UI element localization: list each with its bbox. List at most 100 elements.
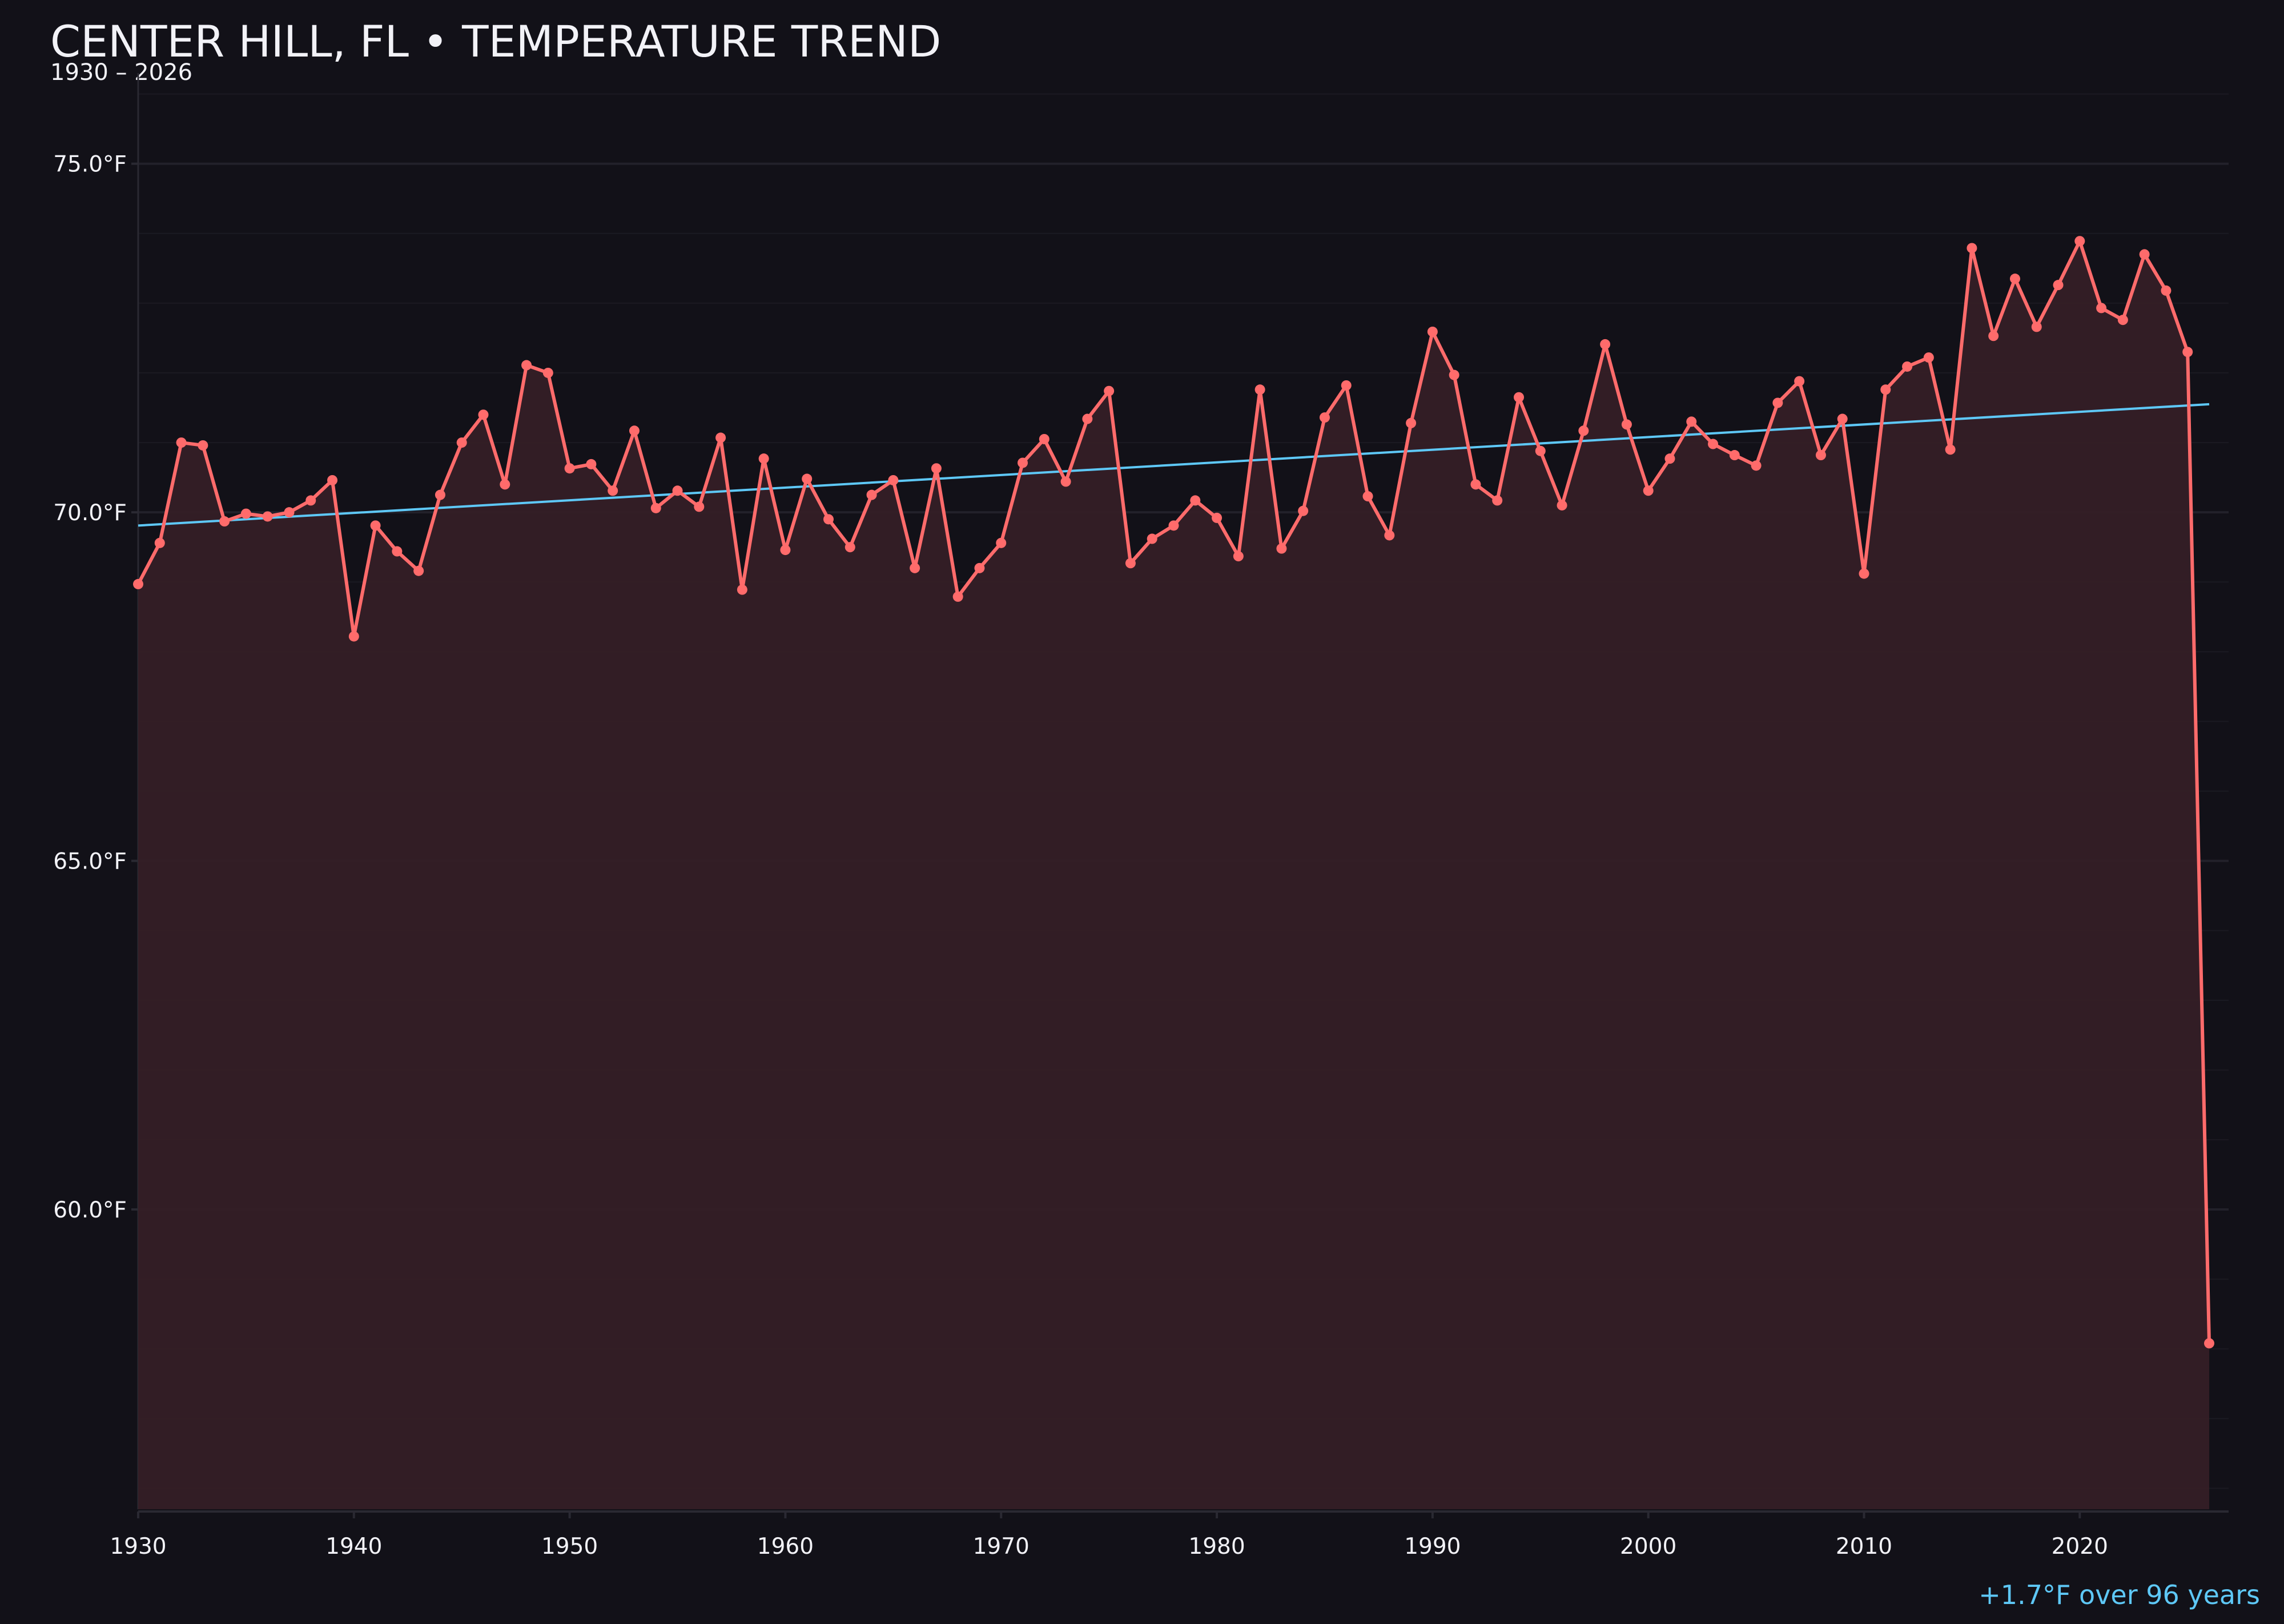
data-point — [1708, 439, 1719, 449]
data-point — [715, 432, 726, 443]
data-point — [1082, 413, 1093, 424]
data-point — [435, 489, 445, 500]
data-point — [1686, 416, 1697, 427]
trend-line — [138, 403, 2210, 527]
data-point — [1837, 413, 1848, 424]
data-point — [413, 565, 424, 576]
data-point — [2203, 1338, 2214, 1349]
data-point — [608, 485, 618, 496]
data-point — [1492, 495, 1503, 506]
data-point — [1298, 505, 1309, 516]
data-point — [2117, 315, 2128, 325]
data-point — [1643, 485, 1654, 496]
y-tick-label: 60.0°F — [53, 1197, 127, 1223]
data-point — [1147, 533, 1157, 544]
data-point — [456, 437, 467, 448]
data-point — [758, 453, 769, 464]
data-point — [1557, 500, 1567, 510]
data-point — [1125, 558, 1136, 569]
data-point — [262, 511, 273, 522]
x-tick-label: 1950 — [541, 1534, 598, 1559]
data-point — [1945, 444, 1956, 455]
data-point — [2139, 249, 2150, 260]
data-point — [888, 475, 899, 485]
data-point — [694, 501, 705, 512]
data-point — [780, 545, 791, 556]
data-point — [240, 508, 251, 519]
data-point — [176, 437, 187, 448]
data-point — [1513, 392, 1524, 403]
data-point — [2161, 285, 2172, 296]
data-point — [802, 473, 813, 484]
data-point — [521, 360, 532, 371]
data-point — [866, 489, 877, 500]
data-point — [2074, 236, 2085, 247]
x-tick-label: 1970 — [973, 1534, 1030, 1559]
data-point — [650, 503, 661, 513]
x-tick-label: 1940 — [325, 1534, 382, 1559]
data-point — [1578, 425, 1589, 436]
y-tick-label: 70.0°F — [53, 500, 127, 526]
data-point — [1168, 520, 1179, 531]
data-point — [1859, 568, 1869, 579]
area-fill — [138, 241, 2209, 1510]
data-point — [1664, 453, 1675, 464]
data-point — [1535, 445, 1546, 456]
x-tick-label: 1960 — [757, 1534, 814, 1559]
data-point — [1319, 412, 1330, 423]
data-point — [931, 463, 942, 474]
data-point — [1276, 543, 1287, 554]
data-point — [1772, 397, 1783, 408]
data-point — [586, 459, 597, 469]
data-point — [348, 631, 359, 642]
data-point — [1794, 376, 1805, 387]
data-point — [1815, 450, 1826, 461]
x-tick-label: 1990 — [1404, 1534, 1461, 1559]
data-point — [1449, 369, 1459, 380]
data-point — [564, 463, 575, 474]
data-point — [996, 537, 1007, 548]
y-tick-label: 75.0°F — [53, 152, 127, 178]
data-point — [1729, 450, 1740, 461]
x-tick-label: 1980 — [1188, 1534, 1245, 1559]
data-point — [478, 409, 489, 420]
data-point — [1104, 385, 1115, 396]
trend-summary: +1.7°F over 96 years — [1979, 1579, 2260, 1610]
data-point — [305, 495, 316, 506]
data-point — [1923, 352, 1934, 363]
data-point — [1406, 417, 1417, 428]
data-point — [672, 485, 683, 496]
data-point — [1600, 339, 1611, 349]
data-point — [1341, 380, 1352, 391]
data-point — [974, 562, 985, 573]
data-point — [1254, 384, 1265, 395]
data-point — [1039, 433, 1049, 444]
data-point — [1880, 384, 1891, 395]
data-point — [1384, 530, 1395, 541]
data-point — [500, 479, 510, 490]
y-tick-label: 65.0°F — [53, 849, 127, 875]
data-point — [1967, 243, 1977, 254]
data-point — [2096, 303, 2107, 313]
data-point — [1212, 512, 1223, 523]
data-point — [392, 546, 403, 557]
data-point — [1470, 479, 1481, 490]
data-point — [133, 578, 143, 589]
data-point — [1018, 457, 1028, 468]
data-point — [845, 542, 855, 553]
chart-title: CENTER HILL, FL • TEMPERATURE TREND — [50, 16, 942, 67]
data-point — [284, 507, 295, 518]
data-point — [219, 516, 230, 527]
data-point — [1362, 491, 1373, 502]
data-point — [198, 440, 208, 451]
data-point — [823, 514, 834, 525]
data-point — [737, 584, 747, 595]
data-point — [952, 591, 963, 602]
data-point — [2031, 321, 2042, 332]
data-point — [910, 562, 920, 573]
data-point — [1621, 419, 1632, 430]
data-point — [370, 520, 381, 531]
data-point — [1060, 476, 1071, 487]
data-point — [629, 425, 640, 436]
